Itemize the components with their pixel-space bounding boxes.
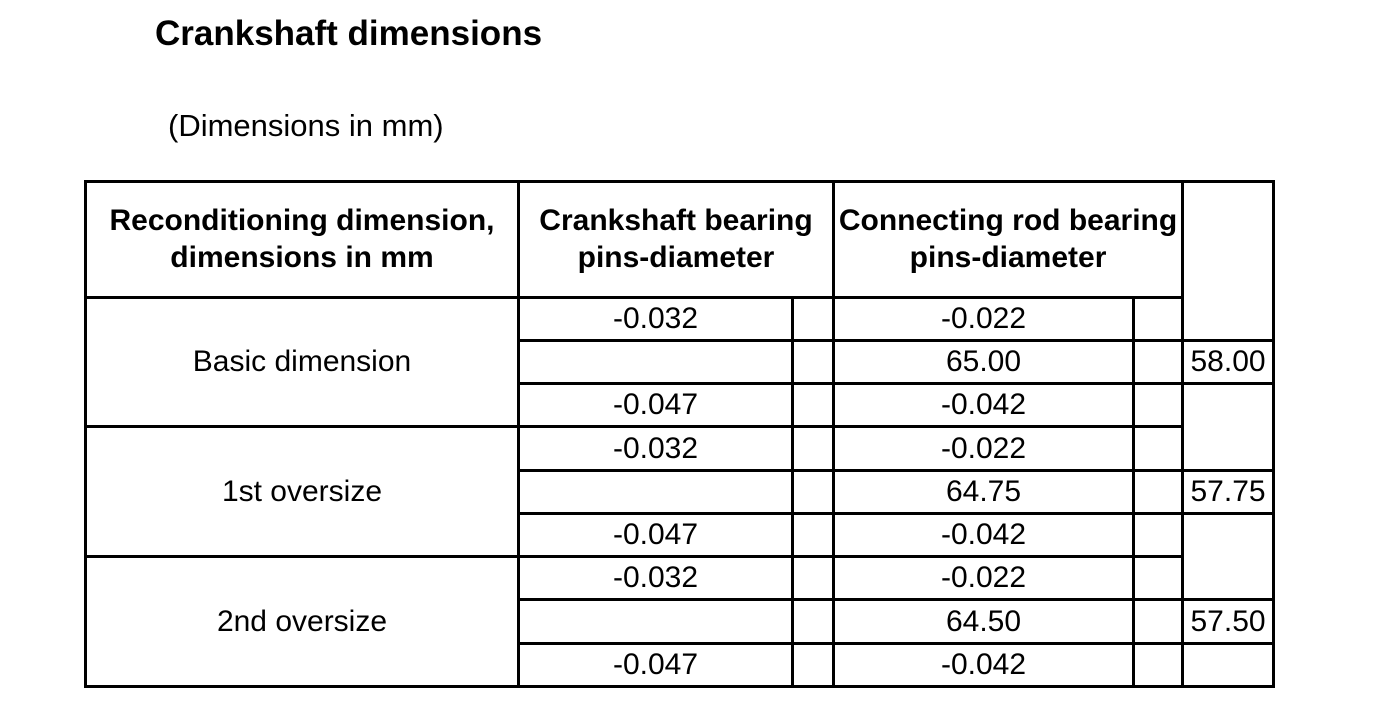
- table-header-row: Reconditioning dimension, dimensions in …: [84, 180, 1276, 342]
- units-note: (Dimensions in mm): [168, 108, 444, 143]
- table-row: -0.047 -0.042: [86, 511, 1276, 602]
- spacer-cell: [1132, 338, 1185, 386]
- crankshaft-dimensions-table: Reconditioning dimension, dimensions in …: [84, 180, 1276, 689]
- header-connecting-rod-bearing-pins: Connecting rod bearing pins-diameter: [832, 180, 1185, 299]
- cell-group2-conrod-lower-tol: -0.042: [832, 511, 1136, 559]
- spacer-cell: [1132, 425, 1185, 472]
- spacer-cell: [790, 511, 836, 559]
- spacer-cell: [1132, 555, 1185, 602]
- spacer-cell: [790, 425, 836, 472]
- spacer-cell: [1132, 598, 1185, 645]
- table-row: 1st oversize -0.032 -0.022: [84, 425, 1274, 559]
- spacer-cell: [790, 598, 836, 645]
- cell-group3-conrod-lower-tol: -0.042: [832, 641, 1136, 689]
- cell-group3-conrod-diameter: 64.50: [832, 598, 1136, 645]
- spacer-cell: [1132, 468, 1185, 515]
- table-row: -0.047 -0.042: [86, 382, 1276, 472]
- table-row: 65.00 58.00: [86, 338, 1276, 386]
- spacer-cell: [1132, 641, 1185, 689]
- table-row: 2nd oversize -0.032 -0.022: [84, 555, 1274, 688]
- cell-group2-conrod-upper-tol: -0.022: [832, 425, 1136, 472]
- cell-group2-conrod-diameter: 64.75: [832, 468, 1136, 515]
- cell-group1-conrod-diameter: 65.00: [832, 338, 1136, 386]
- right-col-blank: [1181, 382, 1276, 472]
- spacer-cell: [790, 555, 836, 602]
- cell-group1-crank-lower-tol: -0.047: [517, 382, 794, 429]
- right-col-blank-top: [1181, 180, 1276, 342]
- cell-group1-conrod-lower-tol: -0.042: [832, 382, 1136, 429]
- cell-group3-crank-upper-tol: -0.032: [517, 555, 794, 602]
- cell-group1-label: Basic dimension: [84, 295, 520, 429]
- cell-group2-crank-lower-tol: -0.047: [517, 511, 794, 559]
- cell-group2-label: 1st oversize: [84, 425, 520, 559]
- spacer-cell: [790, 295, 836, 342]
- table-row: 64.75 57.75: [86, 468, 1276, 515]
- right-col-blank-bottom: [1181, 641, 1276, 689]
- cell-group3-label: 2nd oversize: [84, 555, 520, 688]
- table-row: Basic dimension -0.032 -0.022: [84, 295, 1274, 429]
- cell-group2-right-diameter: 57.75: [1181, 468, 1276, 515]
- cell-group3-crank-lower-tol: -0.047: [517, 641, 794, 689]
- spacer-cell: [790, 382, 836, 429]
- cell-group3-right-diameter: 57.50: [1181, 598, 1276, 645]
- right-col-blank: [1181, 511, 1276, 602]
- table-row: -0.047 -0.042: [86, 641, 1276, 689]
- cell-group2-crank-mid: [517, 468, 794, 515]
- page-title: Crankshaft dimensions: [155, 14, 543, 53]
- header-reconditioning-dimension: Reconditioning dimension, dimensions in …: [84, 180, 520, 299]
- cell-group3-crank-mid: [517, 598, 794, 645]
- spacer-cell: [1132, 511, 1185, 559]
- spacer-cell: [790, 338, 836, 386]
- cell-group3-conrod-upper-tol: -0.022: [832, 555, 1136, 602]
- cell-group1-conrod-upper-tol: -0.022: [832, 295, 1136, 342]
- cell-group1-crank-mid: [517, 338, 794, 386]
- spacer-cell: [1132, 295, 1185, 342]
- table-row: 64.50 57.50: [86, 598, 1276, 645]
- cell-group1-crank-upper-tol: -0.032: [517, 295, 794, 342]
- spacer-cell: [790, 468, 836, 515]
- cell-group2-crank-upper-tol: -0.032: [517, 425, 794, 472]
- spacer-cell: [1132, 382, 1185, 429]
- spacer-cell: [790, 641, 836, 689]
- header-crankshaft-bearing-pins: Crankshaft bearing pins-diameter: [516, 180, 836, 299]
- cell-group1-right-diameter: 58.00: [1181, 338, 1276, 386]
